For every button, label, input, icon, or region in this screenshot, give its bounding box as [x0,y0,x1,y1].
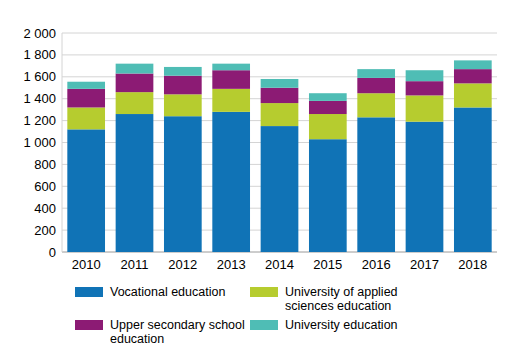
legend-swatch [250,287,278,297]
y-tick-label: 1 000 [23,135,56,150]
bar [357,78,395,93]
y-tick-label: 400 [34,201,56,216]
bar [454,107,492,252]
bar [406,95,444,121]
legend-item: Upper secondary school education [75,318,260,346]
y-tick-label: 1 800 [23,47,56,62]
bar [164,116,202,252]
bars [67,60,491,252]
grid-line [62,33,497,34]
y-tick-label: 2 000 [23,26,56,41]
y-tick-label: 600 [34,179,56,194]
x-tick-label: 2012 [168,257,197,272]
legend-item: University of applied sciences education [250,285,435,313]
bar [116,92,154,114]
x-tick-label: 2017 [410,257,439,272]
x-tick-label: 2011 [121,257,149,272]
bar [261,79,299,88]
bar [164,94,202,116]
x-tick-label: 2018 [458,257,487,272]
bar [212,89,250,112]
bar [357,117,395,252]
grid-line [62,54,497,55]
y-tick-label: 1 200 [23,113,56,128]
legend-label: University of applied sciences education [285,285,435,313]
bar [309,101,347,114]
legend-label: University education [285,318,435,332]
legend-label: Upper secondary school education [110,318,260,346]
bar [67,82,105,89]
bar [454,69,492,83]
x-tick-label: 2010 [72,257,101,272]
bar [454,83,492,107]
x-tick-label: 2014 [265,257,294,272]
bar [261,88,299,103]
y-tick-label: 1 600 [23,69,56,84]
bar [309,139,347,252]
x-tick-label: 2016 [362,257,391,272]
y-tick-label: 800 [34,157,56,172]
legend-label: Vocational education [110,285,260,299]
bar [406,81,444,95]
y-tick-label: 1 400 [23,91,56,106]
y-tick-label: 200 [34,223,56,238]
x-tick-label: 2015 [313,257,342,272]
bar [212,112,250,252]
bar [454,60,492,69]
bar [261,103,299,126]
bar [67,129,105,252]
legend-swatch [75,287,103,297]
y-tick-label: 0 [49,245,56,260]
chart: 0 200 400 600 800 1 000 1 200 1 400 1 600 1 800 2 … [0,0,511,361]
bar [309,93,347,101]
y-axis-line [62,33,63,252]
bar [406,122,444,252]
bar [357,69,395,78]
legend-swatch [250,320,278,330]
bar [212,64,250,71]
bar [67,107,105,129]
legend-item: Vocational education [75,285,260,299]
bar [116,114,154,252]
bar [261,126,299,252]
bar [212,70,250,89]
bar [164,76,202,95]
legend-swatch [75,320,103,330]
bar [116,74,154,93]
bar [406,70,444,81]
bar [67,89,105,108]
bar [116,64,154,74]
legend-item: University education [250,318,435,332]
bar [164,67,202,76]
bar [357,93,395,117]
bar [309,114,347,139]
x-tick-label: 2013 [217,257,246,272]
